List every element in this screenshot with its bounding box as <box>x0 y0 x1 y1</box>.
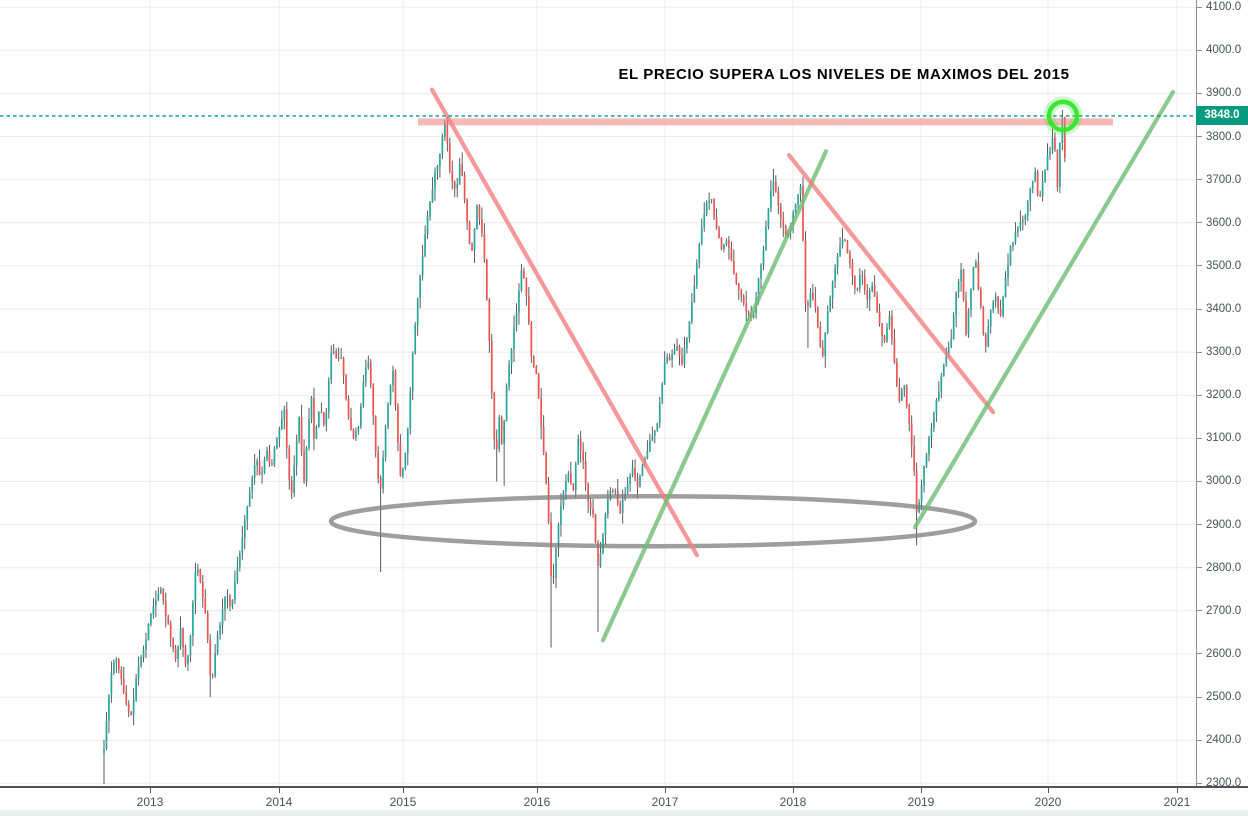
time-tick <box>150 788 151 793</box>
price-tick-label: 3500.0 <box>1206 259 1242 272</box>
time-tick <box>403 788 404 793</box>
price-tick-label: 3000.0 <box>1206 475 1242 488</box>
price-tick <box>1197 653 1202 655</box>
time-tick-label: 2014 <box>265 795 293 809</box>
price-level-tag[interactable]: 3848.0 <box>1196 106 1248 126</box>
price-tick <box>1197 136 1202 138</box>
price-tick <box>1197 179 1202 181</box>
price-tick-label: 3100.0 <box>1206 432 1242 445</box>
time-tick-label: 2017 <box>651 795 679 809</box>
price-tick <box>1197 782 1202 784</box>
price-tick-label: 3700.0 <box>1206 173 1242 186</box>
price-tick-label: 3200.0 <box>1206 389 1242 402</box>
trendline-green-uptrend-2019-2020[interactable] <box>912 89 1176 530</box>
price-tick-label: 2500.0 <box>1206 691 1242 704</box>
time-tick-label: 2019 <box>907 795 935 809</box>
annotation-text[interactable]: EL PRECIO SUPERA LOS NIVELES DE MAXIMOS … <box>618 66 1070 83</box>
time-tick <box>793 788 794 793</box>
trendline-red-downtrend-2018[interactable] <box>786 153 996 415</box>
price-tick <box>1197 480 1202 482</box>
time-tick-label: 2013 <box>136 795 164 809</box>
time-tick-label: 2018 <box>779 795 807 809</box>
price-tick <box>1197 394 1202 396</box>
price-tick-label: 4100.0 <box>1206 1 1242 14</box>
price-tick <box>1197 222 1202 224</box>
price-tick <box>1197 610 1202 612</box>
breakout-highlight-circle[interactable] <box>1046 99 1080 133</box>
price-tick <box>1197 265 1202 267</box>
price-tick <box>1197 696 1202 698</box>
time-tick-label: 2015 <box>389 795 417 809</box>
price-axis[interactable]: 4100.0 4000.0 3900.0 3800.0 3700.0 3600.0 3500… <box>1196 0 1248 789</box>
price-tick <box>1197 6 1202 8</box>
time-tick-label: 2021 <box>1163 795 1191 809</box>
time-tick-label: 2020 <box>1034 795 1062 809</box>
price-tick <box>1197 308 1202 310</box>
trendline-red-downtrend-2015-2016[interactable] <box>429 87 700 558</box>
time-tick <box>921 788 922 793</box>
price-tick <box>1197 739 1202 741</box>
price-tick-label: 2900.0 <box>1206 518 1242 531</box>
price-tick-label: 3400.0 <box>1206 303 1242 316</box>
time-tick <box>537 788 538 793</box>
bottom-strip <box>0 810 1248 816</box>
price-tick <box>1197 92 1202 94</box>
time-tick <box>1048 788 1049 793</box>
candles-layer[interactable] <box>103 109 1066 785</box>
price-tick <box>1197 567 1202 569</box>
time-tick <box>1177 788 1178 793</box>
candlestick-chart[interactable] <box>0 0 1196 786</box>
price-tick <box>1197 351 1202 353</box>
price-tick-label: 4000.0 <box>1206 44 1242 57</box>
price-tick-label: 2600.0 <box>1206 647 1242 660</box>
time-tick-label: 2016 <box>523 795 551 809</box>
price-tick-label: 2700.0 <box>1206 604 1242 617</box>
time-tick <box>665 788 666 793</box>
time-tick <box>279 788 280 793</box>
price-tick <box>1197 49 1202 51</box>
ellipse-annotation[interactable] <box>328 493 978 549</box>
price-tick <box>1197 524 1202 526</box>
grid-layer <box>0 0 1196 786</box>
price-tick-label: 3600.0 <box>1206 216 1242 229</box>
price-tick-label: 2800.0 <box>1206 561 1242 574</box>
trendline-green-uptrend-2016-2018[interactable] <box>600 149 829 643</box>
price-tick-label: 3900.0 <box>1206 87 1242 100</box>
price-tick-label: 2400.0 <box>1206 734 1242 747</box>
price-tick-label: 3300.0 <box>1206 346 1242 359</box>
price-tick-label: 3800.0 <box>1206 130 1242 143</box>
price-tick <box>1197 437 1202 439</box>
